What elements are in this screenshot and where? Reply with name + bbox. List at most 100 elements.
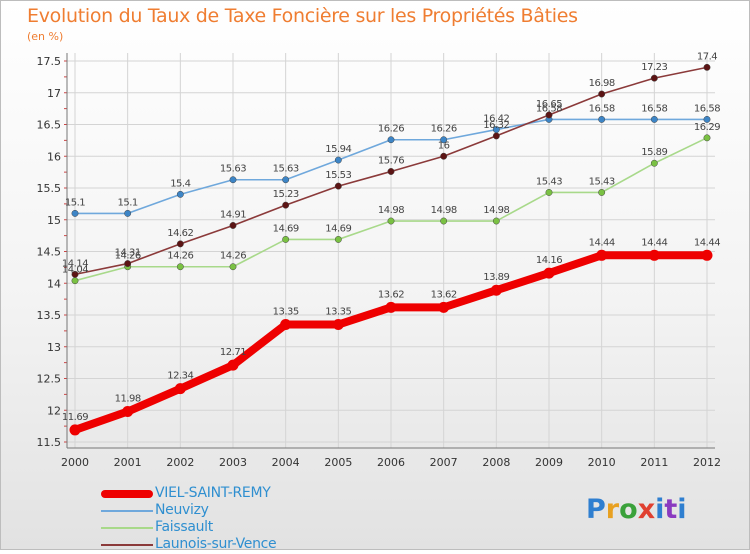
data-point-faissault — [650, 159, 658, 167]
data-point-launois-sur-vence — [71, 270, 79, 278]
data-point-launois-sur-vence — [124, 260, 132, 268]
data-label-faissault: 14.26 — [220, 251, 246, 262]
data-label-faissault: 14.69 — [325, 223, 351, 234]
data-point-faissault — [492, 217, 500, 225]
data-point-neuvizy — [282, 176, 290, 184]
data-label-launois-sur-vence: 17.23 — [641, 62, 667, 73]
data-point-viel-saint-remy — [69, 424, 81, 436]
data-label-launois-sur-vence: 15.76 — [378, 155, 404, 166]
data-label-neuvizy: 15.1 — [118, 197, 138, 208]
data-label-faissault: 15.43 — [536, 176, 562, 187]
x-tick-label: 2008 — [482, 456, 510, 469]
data-point-launois-sur-vence — [492, 132, 500, 140]
data-label-neuvizy: 16.42 — [483, 114, 509, 125]
data-label-neuvizy: 16.58 — [589, 103, 615, 114]
data-label-neuvizy: 15.4 — [170, 178, 190, 189]
data-point-viel-saint-remy — [648, 249, 660, 261]
data-label-faissault: 14.26 — [115, 251, 141, 262]
logo-letter: o — [619, 494, 638, 525]
x-tick-label: 2001 — [114, 456, 142, 469]
y-tick-label: 14 — [47, 277, 61, 290]
data-label-faissault: 14.69 — [273, 223, 299, 234]
data-point-viel-saint-remy — [227, 359, 239, 371]
data-point-launois-sur-vence — [229, 222, 237, 229]
data-label-faissault: 15.89 — [641, 147, 667, 158]
data-point-launois-sur-vence — [650, 74, 658, 82]
logo-letter: x — [638, 494, 655, 525]
data-label-faissault: 14.98 — [431, 205, 457, 216]
x-tick-label: 2002 — [166, 456, 194, 469]
y-tick-label: 17.5 — [37, 55, 62, 68]
data-label-viel-saint-remy: 13.89 — [483, 272, 509, 283]
data-point-viel-saint-remy — [280, 319, 292, 331]
data-label-faissault: 14.98 — [483, 205, 509, 216]
y-tick-label: 15.5 — [37, 182, 62, 195]
x-tick-label: 2009 — [535, 456, 563, 469]
legend-label: Faissault — [155, 519, 213, 535]
data-label-launois-sur-vence: 14.62 — [167, 228, 193, 239]
data-label-launois-sur-vence: 14.14 — [62, 258, 88, 269]
data-label-launois-sur-vence: 17.4 — [697, 51, 717, 62]
y-tick-label: 13 — [47, 341, 61, 354]
data-point-launois-sur-vence — [282, 201, 290, 209]
data-point-launois-sur-vence — [703, 63, 711, 71]
legend-swatch — [101, 544, 153, 546]
data-point-faissault — [545, 188, 553, 196]
data-label-faissault: 14.98 — [378, 205, 404, 216]
legend-label: Neuvizy — [155, 502, 209, 518]
y-tick-label: 11.5 — [37, 436, 62, 449]
data-label-neuvizy: 16.26 — [378, 124, 404, 135]
data-label-viel-saint-remy: 14.16 — [536, 255, 562, 266]
data-label-launois-sur-vence: 14.91 — [220, 209, 246, 220]
data-point-faissault — [387, 217, 395, 225]
data-label-viel-saint-remy: 14.44 — [589, 237, 615, 248]
data-point-neuvizy — [71, 209, 79, 217]
data-point-neuvizy — [229, 176, 237, 184]
data-label-viel-saint-remy: 14.44 — [694, 237, 720, 248]
data-label-launois-sur-vence: 15.53 — [325, 170, 351, 181]
data-point-neuvizy — [703, 115, 711, 123]
data-point-launois-sur-vence — [334, 182, 342, 190]
data-label-faissault: 14.04 — [62, 265, 88, 276]
data-point-viel-saint-remy — [385, 301, 397, 313]
data-point-viel-saint-remy — [701, 249, 713, 261]
data-label-neuvizy: 15.1 — [65, 197, 85, 208]
proxiti-logo: Proxiti — [586, 494, 687, 525]
legend-label: Launois-sur-Vence — [155, 536, 277, 552]
x-tick-label: 2012 — [693, 456, 721, 469]
data-point-faissault — [703, 134, 711, 142]
legend-swatch — [101, 510, 153, 512]
data-point-neuvizy — [124, 209, 132, 217]
logo-letter: i — [677, 494, 686, 525]
data-point-viel-saint-remy — [332, 319, 344, 331]
data-label-neuvizy: 16.26 — [431, 124, 457, 135]
data-point-faissault — [598, 188, 606, 196]
logo-letter: i — [655, 494, 664, 525]
legend-swatch — [101, 490, 153, 498]
data-point-neuvizy — [334, 156, 342, 164]
data-point-viel-saint-remy — [122, 406, 134, 418]
data-label-neuvizy: 15.63 — [220, 164, 246, 175]
data-label-viel-saint-remy: 11.98 — [115, 394, 141, 405]
data-label-faissault: 15.43 — [589, 176, 615, 187]
y-tick-label: 13.5 — [37, 309, 62, 322]
svg-text:Proxiti: Proxiti — [586, 494, 687, 525]
y-tick-label: 15 — [47, 214, 61, 227]
x-tick-label: 2005 — [324, 456, 352, 469]
data-point-neuvizy — [440, 136, 448, 144]
data-point-launois-sur-vence — [176, 240, 184, 248]
data-point-neuvizy — [176, 190, 184, 198]
legend-label: VIEL-SAINT-REMY — [155, 485, 271, 501]
series-lines — [69, 63, 713, 436]
legend-swatch — [101, 527, 153, 529]
data-label-neuvizy: 16.58 — [536, 103, 562, 114]
x-tick-label: 2007 — [430, 456, 458, 469]
axes: 11.5 12 12.5 13 13.5 14 14.5 15 15.5 16 16.5 17 17.5… — [37, 53, 721, 469]
data-label-viel-saint-remy: 11.69 — [62, 412, 88, 423]
data-label-launois-sur-vence: 16 — [438, 140, 450, 151]
data-label-viel-saint-remy: 13.62 — [431, 289, 457, 300]
x-tick-label: 2000 — [61, 456, 89, 469]
data-label-faissault: 14.26 — [167, 251, 193, 262]
data-point-faissault — [282, 235, 290, 243]
